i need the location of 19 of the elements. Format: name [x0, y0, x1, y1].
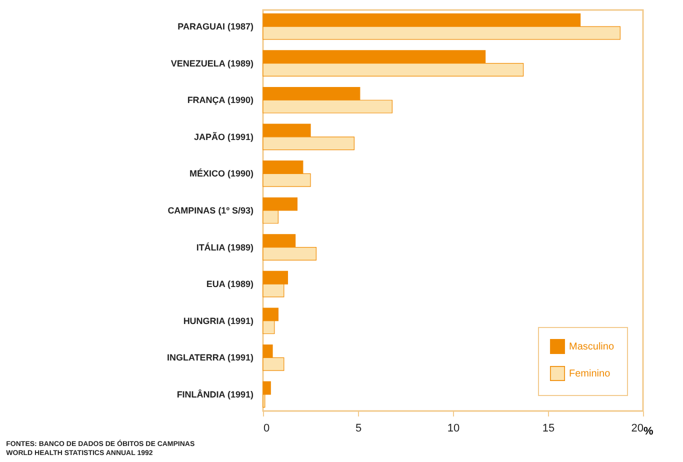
y-tick-label: INGLATERRA (1991)	[166, 352, 254, 363]
x-tick-label: 0	[264, 422, 270, 434]
legend-label: Feminino	[569, 368, 611, 380]
y-tick-label: ITÁLIA (1989)	[196, 242, 254, 252]
y-tick-label: FRANÇA (1990)	[187, 95, 254, 106]
y-tick-label: MÉXICO (1990)	[189, 168, 254, 179]
y-tick-label: CAMPINAS (1º S/93)	[168, 206, 254, 216]
y-tick-label: FINLÂNDIA (1991)	[176, 388, 254, 400]
y-tick-label: EUA (1989)	[206, 279, 254, 290]
x-axis-title: %	[644, 426, 654, 438]
y-tick-label: PARAGUAI (1987)	[178, 22, 254, 32]
y-tick-label: HUNGRIA (1991)	[183, 316, 254, 326]
x-tick-label: 5	[355, 422, 362, 434]
x-tick-label: 10	[447, 422, 460, 434]
x-tick-label: 15	[542, 422, 555, 434]
y-tick-label: VENEZUELA (1989)	[170, 58, 254, 68]
x-tick-label: 20	[631, 422, 644, 434]
legend-label: Masculino	[569, 342, 614, 352]
y-tick-label: JAPÃO (1991)	[194, 130, 254, 142]
